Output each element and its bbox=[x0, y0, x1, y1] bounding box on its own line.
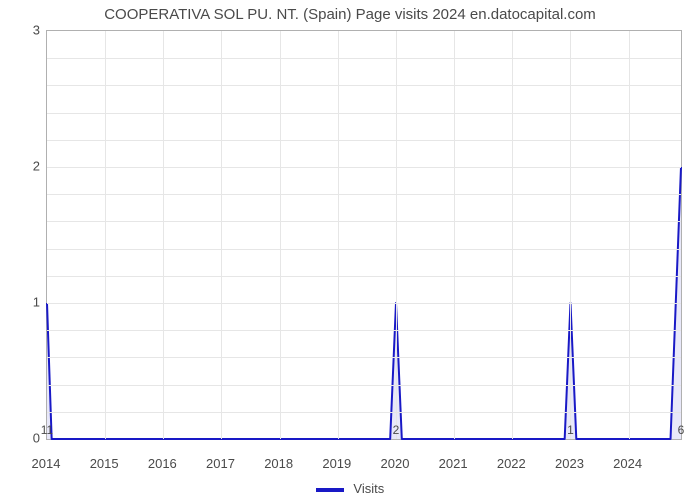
value-label: 11 bbox=[41, 423, 53, 437]
chart-legend: Visits bbox=[0, 481, 700, 496]
value-label: 1 bbox=[567, 423, 574, 437]
y-tick-label: 0 bbox=[10, 431, 40, 446]
legend-swatch bbox=[316, 488, 344, 492]
visits-series bbox=[47, 31, 681, 439]
legend-label: Visits bbox=[353, 481, 384, 496]
x-tick-label: 2024 bbox=[613, 456, 642, 471]
x-tick-label: 2020 bbox=[381, 456, 410, 471]
x-tick-label: 2023 bbox=[555, 456, 584, 471]
x-tick-label: 2016 bbox=[148, 456, 177, 471]
x-tick-label: 2017 bbox=[206, 456, 235, 471]
x-tick-label: 2021 bbox=[439, 456, 468, 471]
y-tick-label: 2 bbox=[10, 159, 40, 174]
y-tick-label: 3 bbox=[10, 23, 40, 38]
x-tick-label: 2018 bbox=[264, 456, 293, 471]
value-label: 6 bbox=[678, 423, 685, 437]
chart-title: COOPERATIVA SOL PU. NT. (Spain) Page vis… bbox=[0, 6, 700, 23]
visits-chart: COOPERATIVA SOL PU. NT. (Spain) Page vis… bbox=[0, 0, 700, 500]
x-tick-label: 2022 bbox=[497, 456, 526, 471]
x-tick-label: 2019 bbox=[322, 456, 351, 471]
x-tick-label: 2014 bbox=[32, 456, 61, 471]
value-label: 2 bbox=[393, 423, 400, 437]
plot-area: 11216 bbox=[46, 30, 682, 440]
x-tick-label: 2015 bbox=[90, 456, 119, 471]
y-tick-label: 1 bbox=[10, 295, 40, 310]
